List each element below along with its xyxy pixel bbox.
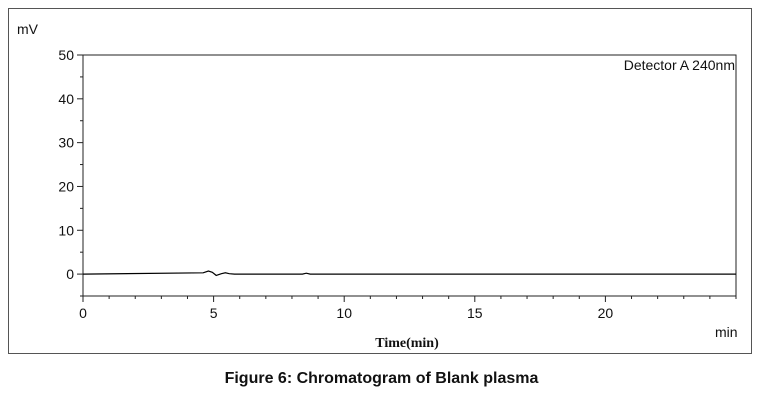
y-tick-label-0: 0 — [66, 266, 74, 282]
x-tick-label-5: 5 — [210, 305, 218, 321]
x-axis-title: Time(min) — [375, 336, 439, 351]
detector-legend: Detector A 240nm — [624, 57, 735, 73]
y-tick-label-10: 10 — [58, 222, 74, 238]
plot-border — [82, 54, 737, 297]
x-tick-label-0: 0 — [79, 305, 87, 321]
y-tick-label-30: 30 — [58, 135, 74, 151]
chart-frame: mV min Time(min) Detector A 240nm 0 10 20 3… — [8, 8, 752, 354]
x-tick-label-10: 10 — [336, 305, 352, 321]
y-tick-label-40: 40 — [58, 91, 74, 107]
chromatogram-chart: mV min Time(min) Detector A 240nm 0 10 20 3… — [17, 21, 738, 351]
y-tick-label-20: 20 — [58, 178, 74, 194]
y-axis-unit-label: mV — [17, 21, 39, 37]
x-tick-label-20: 20 — [598, 305, 614, 321]
plot-area: 0 10 20 30 40 50 0 5 10 15 20 — [58, 47, 737, 321]
y-tick-label-50: 50 — [58, 47, 74, 63]
x-tick-label-15: 15 — [467, 305, 483, 321]
x-axis-unit-label: min — [715, 324, 738, 340]
series-line-0 — [82, 270, 736, 277]
figure-caption: Figure 6: Chromatogram of Blank plasma — [224, 370, 539, 387]
